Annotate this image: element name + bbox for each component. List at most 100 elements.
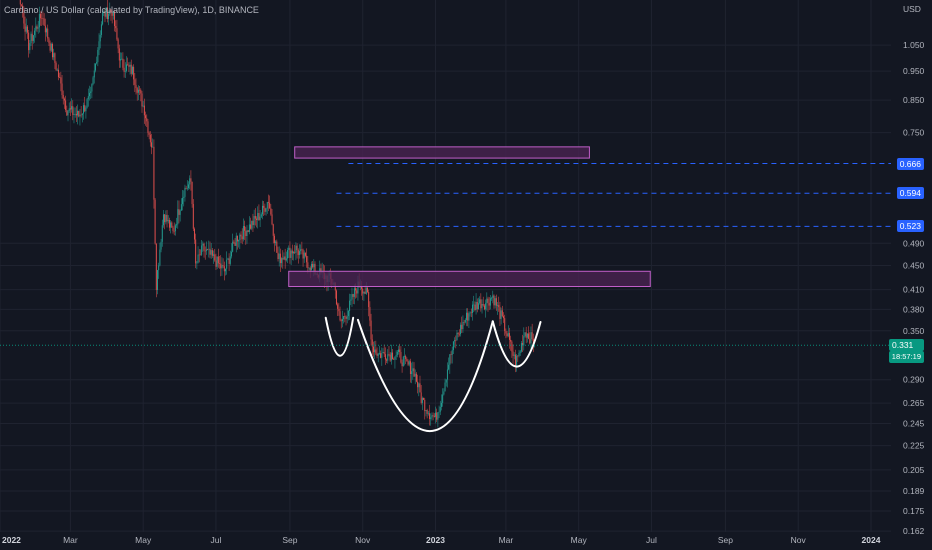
candle-body bbox=[75, 113, 77, 116]
candle-body bbox=[454, 340, 456, 342]
candle-body bbox=[166, 214, 168, 222]
candle-body bbox=[265, 208, 267, 212]
x-tick-label: Sep bbox=[282, 535, 297, 545]
candle-body bbox=[79, 114, 81, 117]
candle-body bbox=[443, 391, 445, 395]
candle-body bbox=[44, 25, 46, 33]
candle-body bbox=[142, 105, 144, 107]
candle-body bbox=[366, 287, 368, 293]
candle-body bbox=[204, 250, 206, 252]
candle-body bbox=[349, 300, 351, 312]
candle-body bbox=[516, 355, 518, 367]
candle-body bbox=[266, 201, 268, 209]
candle-body bbox=[42, 18, 44, 19]
candle-body bbox=[507, 333, 509, 337]
candle-body bbox=[38, 14, 40, 28]
candle-body bbox=[435, 412, 436, 417]
candle-body bbox=[195, 239, 197, 264]
candle-body bbox=[182, 197, 184, 205]
candle-body bbox=[256, 218, 258, 220]
candle-body bbox=[125, 64, 127, 71]
candle-body bbox=[141, 93, 143, 107]
candle-body bbox=[202, 243, 204, 246]
candle-body bbox=[448, 364, 450, 370]
candle-body bbox=[309, 267, 311, 271]
candle-body bbox=[189, 178, 191, 185]
candle-body bbox=[361, 286, 363, 289]
candle-body bbox=[216, 256, 218, 267]
candle-body bbox=[370, 320, 372, 340]
candle-body bbox=[460, 324, 462, 335]
candle-body bbox=[60, 77, 62, 84]
candle-body bbox=[177, 209, 179, 225]
candle-body bbox=[400, 352, 402, 363]
candle-body bbox=[213, 254, 215, 256]
candle-body bbox=[137, 89, 139, 93]
candle-body bbox=[463, 321, 465, 323]
candle-body bbox=[365, 287, 367, 294]
candle-body bbox=[25, 26, 27, 32]
candle-body bbox=[307, 262, 309, 269]
candle-body bbox=[185, 187, 187, 189]
candle-body bbox=[392, 352, 394, 360]
candle-body bbox=[220, 263, 222, 269]
candle-body bbox=[117, 39, 119, 49]
candle-body bbox=[446, 369, 448, 380]
candle-body bbox=[179, 210, 181, 215]
candle-body bbox=[211, 250, 213, 256]
candle-body bbox=[188, 184, 190, 188]
candle-body bbox=[517, 355, 519, 357]
candle-body bbox=[248, 224, 250, 232]
candle-body bbox=[437, 412, 439, 420]
candle-body bbox=[518, 352, 520, 356]
candle-body bbox=[136, 88, 138, 93]
candle-body bbox=[480, 299, 482, 309]
candle-body bbox=[279, 253, 281, 264]
candle-body bbox=[63, 98, 65, 101]
price-axis[interactable]: USD 1.050 0.950 0.850 0.750 0.490 0.450 0.410 0.… bbox=[903, 4, 925, 536]
candle-body bbox=[508, 333, 510, 340]
chart-title: Cardano / US Dollar (calculated by Tradi… bbox=[4, 5, 259, 15]
candle-body bbox=[346, 316, 348, 319]
candle-body bbox=[36, 26, 38, 29]
pattern-head-curve bbox=[356, 318, 494, 432]
candle-body bbox=[184, 187, 186, 197]
candle-body bbox=[149, 134, 151, 143]
candle-body bbox=[528, 333, 530, 339]
candle-body bbox=[251, 220, 253, 229]
candle-body bbox=[152, 146, 154, 148]
candle-body bbox=[217, 256, 219, 264]
candle-body bbox=[197, 254, 199, 263]
candle-body bbox=[23, 13, 25, 24]
candle-body bbox=[135, 84, 137, 89]
candle-body bbox=[56, 69, 58, 71]
candle-body bbox=[62, 95, 64, 99]
candle-body bbox=[230, 251, 232, 257]
candle-body bbox=[238, 239, 240, 242]
candle-body bbox=[338, 308, 340, 312]
candle-body bbox=[512, 351, 514, 356]
candle-body bbox=[468, 313, 470, 321]
candle-body bbox=[420, 392, 422, 403]
candle-body bbox=[203, 243, 205, 251]
time-axis[interactable]: 2022 Mar May Jul Sep Nov 2023 Mar May Jul Sep Nov 20… bbox=[2, 535, 881, 545]
y-tick-label: 0.205 bbox=[903, 465, 925, 475]
candle-body bbox=[116, 28, 118, 40]
candle-body bbox=[81, 113, 83, 116]
candle-body bbox=[215, 260, 217, 267]
candle-body bbox=[363, 291, 365, 294]
candle-body bbox=[270, 208, 272, 215]
y-tick-label: 0.265 bbox=[903, 398, 925, 408]
candle-body bbox=[513, 354, 515, 356]
candle-body bbox=[131, 66, 133, 74]
y-tick-label: 0.410 bbox=[903, 285, 925, 295]
candle-body bbox=[97, 49, 99, 63]
candle-body bbox=[171, 222, 173, 228]
candle-body bbox=[61, 83, 63, 96]
candle-body bbox=[91, 84, 93, 92]
candle-body bbox=[155, 243, 157, 290]
candle-body bbox=[71, 106, 73, 110]
candle-body bbox=[271, 214, 273, 225]
candle-body bbox=[289, 247, 291, 258]
